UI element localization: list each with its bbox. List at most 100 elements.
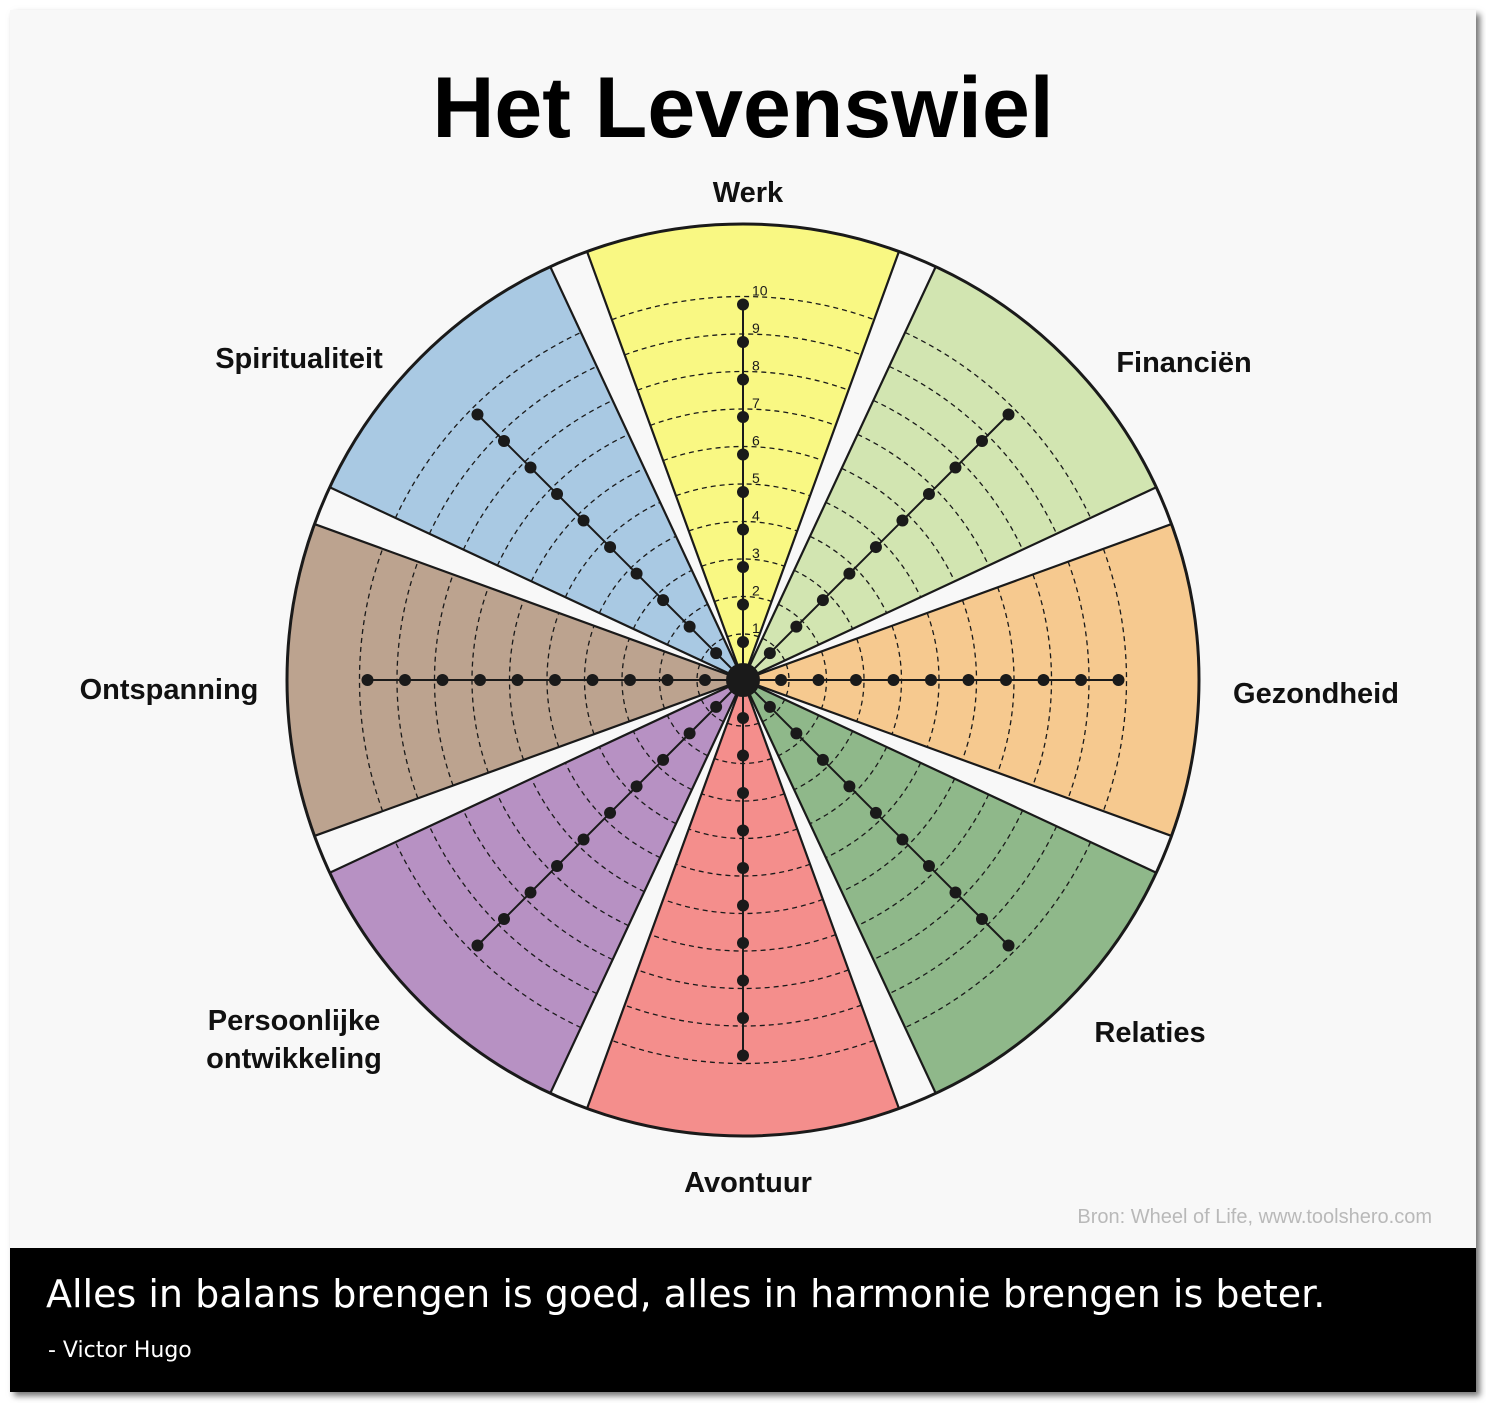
scale-label: 1 [752,620,760,636]
scale-dot [549,674,561,686]
scale-ring [700,699,724,723]
scale-dot [737,336,749,348]
scale-dot [887,674,900,686]
scale-label: 6 [752,433,760,449]
scale-dot [737,712,749,724]
wheel-outline [285,222,1201,1138]
scale-dot [922,859,935,872]
scale-dot [737,899,749,912]
scale-dot [436,674,449,686]
scale-ring [546,612,560,748]
segment-label-werk: Werk [713,177,784,209]
scale-dot [577,514,590,527]
scale-label: 4 [752,508,760,524]
scale-label: 2 [752,583,760,599]
scale-dot [869,541,882,554]
scale-dot [471,939,484,952]
scale-dot [1112,674,1125,686]
wheel-hub [726,663,760,697]
scale-ring [632,569,693,630]
scale-dot [737,862,749,874]
segment-divider [329,679,744,874]
scale-dot [775,674,787,686]
scale-dot [737,636,749,648]
segment-divider [549,266,744,681]
scale-ring [632,730,693,791]
scale-dot [524,886,537,899]
quote-text: Alles in balans brengen is goed, alles i… [46,1272,1326,1316]
scale-dot [737,486,749,498]
scale-dot [604,806,617,819]
scale-dot [850,674,862,686]
scale-dot [949,886,962,899]
scale-dot [816,594,829,607]
scale-dot [474,674,486,686]
scale-dot [683,727,696,740]
scale-dot [976,913,989,926]
scale-ring [700,637,724,661]
scale-dot [737,523,749,536]
scale-dot [511,674,524,686]
page-title: Het Levenswiel [432,60,1054,156]
scale-label: 10 [752,283,768,299]
scale-dot [1000,674,1012,686]
segment-label-gezondheid: Gezondheid [1233,678,1399,710]
scale-dot [737,598,749,611]
segment-divider [742,486,1157,681]
scale-dot [630,567,643,580]
segment-divider [741,679,900,1109]
scale-dot [925,674,937,686]
segment-divider [742,679,1157,874]
scale-dot [737,298,749,311]
scale-dot [949,461,962,474]
segment-label-financien: Financiën [1116,347,1251,379]
scale-dot [1002,408,1015,421]
scale-dot [896,833,909,846]
segment-label-ontspanning: Ontspanning [80,674,259,706]
scale-ring [621,638,630,722]
scale-ring [793,730,854,791]
segment-divider [742,679,937,1094]
scale-dot [630,780,643,793]
scale-ring [856,638,865,722]
scale-label: 5 [752,470,760,486]
scale-ring [825,501,922,598]
scale-dot [843,567,856,580]
segment-divider [314,523,744,682]
scale-ring [701,558,785,567]
scale-label: 3 [752,545,760,561]
segment-label-spiritualiteit: Spiritualiteit [215,343,383,375]
scale-dot [710,647,723,660]
quote-banner: Alles in balans brengen is goed, alles i… [10,1248,1476,1392]
scale-label: 9 [752,320,760,336]
scale-dot [763,700,776,713]
segment-divider [742,678,1172,837]
scale-dot [1075,674,1087,686]
scale-ring [793,569,854,630]
scale-dot [399,674,411,686]
scale-ring [926,612,940,748]
scale-ring [675,483,811,497]
source-credit: Bron: Wheel of Life, www.toolshero.com [1077,1206,1432,1228]
scale-dot [710,700,723,713]
scale-dot [976,434,989,447]
scale-dot [604,541,617,554]
scale-dot [737,974,749,987]
scale-dot [1002,939,1015,952]
segment-divider [742,523,1172,682]
scale-dot [869,806,882,819]
segment-divider [742,266,937,681]
scale-dot [763,647,776,660]
segment-divider [329,486,744,681]
scale-dot [361,674,374,686]
scale-ring [727,722,759,727]
segment-divider [314,678,744,837]
scale-dot [657,753,670,766]
scale-dot [657,594,670,607]
scale-label: 7 [752,395,760,411]
scale-dot [586,674,599,686]
scale-dot [737,448,749,461]
scale-dot [843,780,856,793]
scale-dot [962,674,975,686]
quote-author: - Victor Hugo [48,1338,192,1363]
